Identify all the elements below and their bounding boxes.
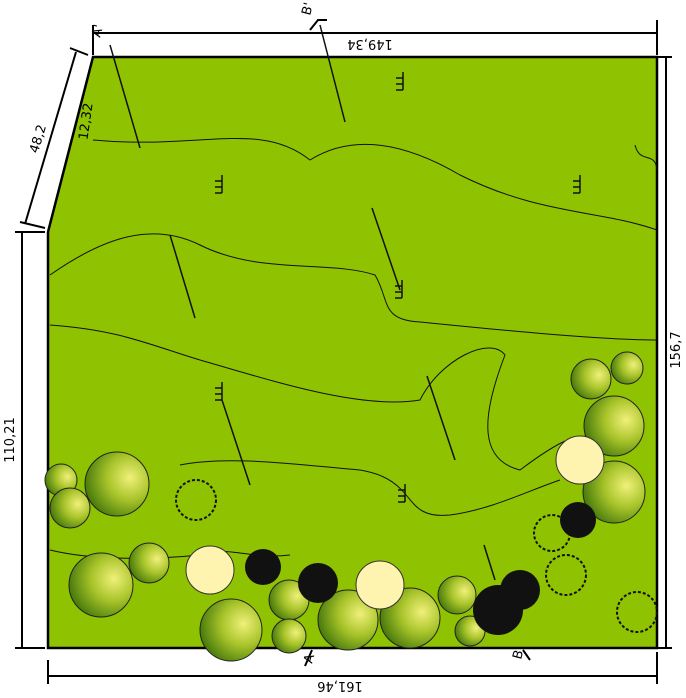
dimension-label: 149,34 bbox=[347, 36, 393, 51]
section-marker: A bbox=[301, 652, 318, 665]
section-marker: A' bbox=[89, 23, 107, 39]
dimension-lines bbox=[15, 19, 672, 684]
section-marker: B bbox=[510, 649, 527, 662]
dimension-label: 12,32 bbox=[77, 102, 97, 141]
slope-symbols bbox=[215, 72, 581, 503]
slope-lines bbox=[109, 24, 496, 581]
trees bbox=[44, 351, 658, 662]
section-marker: B' bbox=[299, 1, 317, 17]
dimension-label: 156,7 bbox=[669, 331, 684, 368]
dimension-label: 161,46 bbox=[317, 678, 363, 693]
dimension-label: 110,21 bbox=[3, 417, 18, 463]
